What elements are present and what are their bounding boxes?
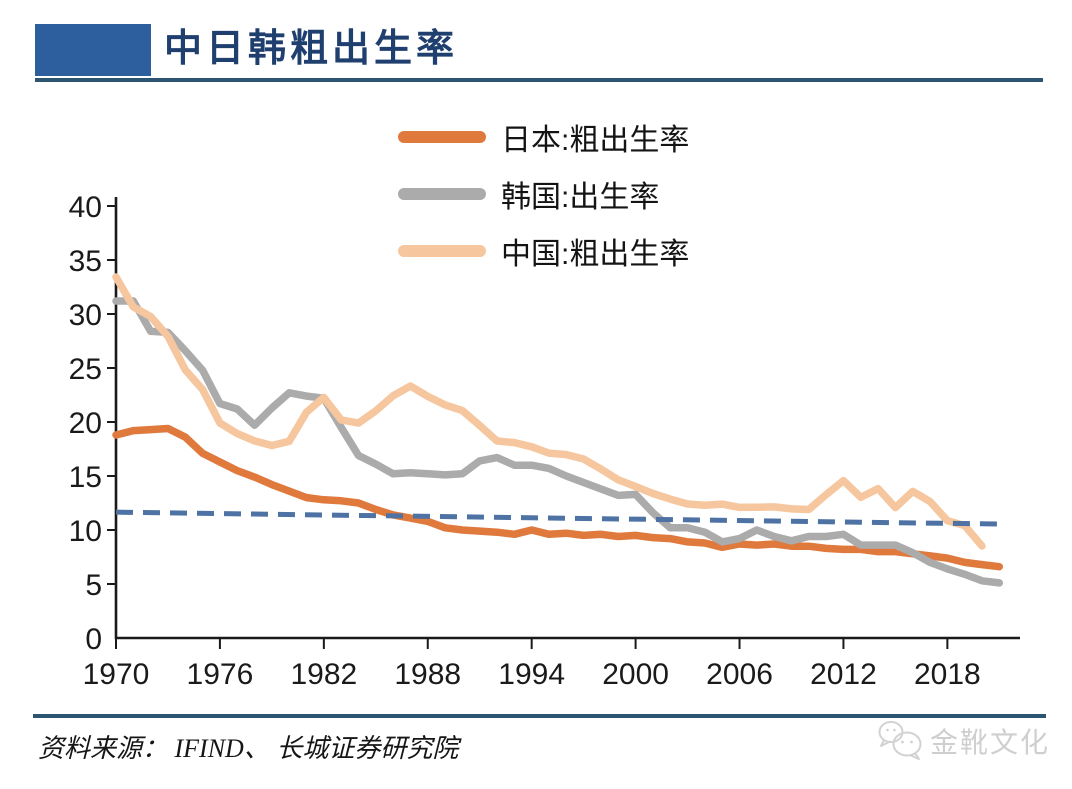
x-tick-label: 1976: [187, 658, 254, 691]
title-accent-bar: [35, 24, 151, 76]
chat-bubbles-icon: [878, 721, 922, 760]
legend-item-china: 中国:粗出生率: [398, 228, 689, 273]
legend-label-japan: 日本:粗出生率: [501, 123, 690, 157]
y-tick-label: 25: [69, 353, 102, 386]
y-tick-label: 10: [69, 515, 102, 548]
legend-item-japan: 日本:粗出生率: [398, 114, 689, 159]
y-tick-label: 0: [85, 623, 102, 656]
x-tick-label: 2012: [810, 658, 877, 691]
legend-label-korea: 韩国:出生率: [501, 180, 660, 214]
line-korea: [112, 297, 1004, 587]
legend-swatch-korea: [398, 187, 486, 200]
y-tick-label: 20: [69, 407, 102, 440]
x-tick-label: 2006: [706, 658, 773, 691]
line-japan: [112, 424, 1004, 571]
header-divider: [35, 78, 1043, 82]
x-tick-label: 1988: [394, 658, 461, 691]
x-tick-label: 2018: [914, 658, 981, 691]
legend-item-korea: 韩国:出生率: [398, 171, 689, 216]
y-tick-label: 15: [69, 461, 102, 494]
x-tick-label: 1982: [290, 658, 357, 691]
x-tick-label: 2000: [602, 658, 669, 691]
watermark: 金靴文化: [874, 718, 1050, 764]
footer-divider: [33, 714, 1046, 718]
trend-dashed-line: [115, 509, 1000, 527]
y-tick-label: 30: [69, 299, 102, 332]
source-note: 资料来源： IFIND、 长城证券研究院: [38, 734, 459, 763]
line-china: [112, 273, 986, 550]
y-tick-label: 40: [69, 191, 102, 224]
y-tick-label: 5: [85, 569, 102, 602]
legend-label-china: 中国:粗出生率: [501, 237, 690, 271]
x-tick-label: 1970: [83, 658, 150, 691]
x-tick-label: 1994: [498, 658, 565, 691]
chart-legend: 日本:粗出生率 韩国:出生率 中国:粗出生率: [398, 114, 689, 285]
figure-title: 中日韩粗出生率: [164, 28, 459, 70]
y-tick-label: 35: [69, 245, 102, 278]
watermark-text: 金靴文化: [930, 727, 1051, 758]
legend-swatch-china: [398, 244, 486, 257]
legend-swatch-japan: [398, 130, 486, 143]
